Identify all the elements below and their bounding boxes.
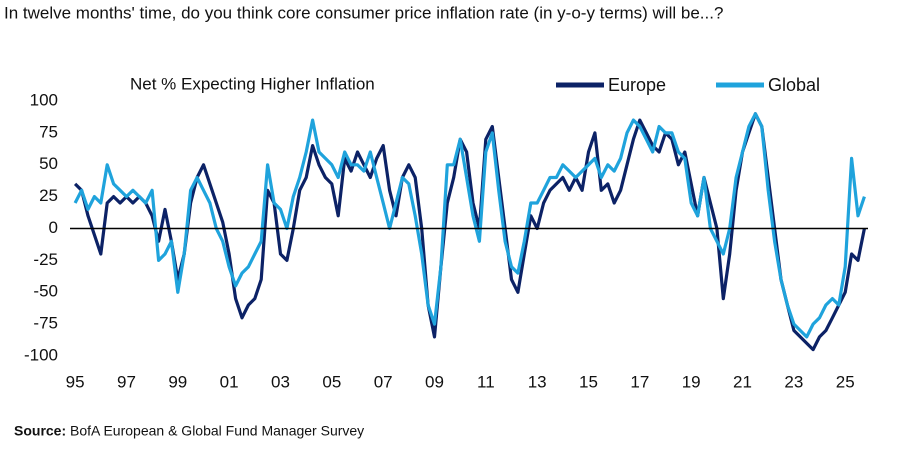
source-label: Source: [14, 423, 66, 439]
y-tick-label: -100 [24, 345, 58, 364]
x-tick-label: 05 [322, 372, 341, 391]
series-line [73, 112, 866, 352]
y-tick-label: 0 [49, 218, 58, 237]
y-tick-label: 25 [39, 186, 58, 205]
legend-label: Europe [608, 75, 666, 95]
series-line [73, 112, 866, 339]
x-tick-label: 09 [425, 372, 444, 391]
chart-subtitle: Net % Expecting Higher Inflation [130, 74, 375, 93]
x-tick-label: 97 [117, 372, 136, 391]
x-tick-label: 15 [579, 372, 598, 391]
x-tick-label: 95 [66, 372, 85, 391]
x-tick-label: 23 [784, 372, 803, 391]
x-tick-label: 99 [168, 372, 187, 391]
source-text: BofA European & Global Fund Manager Surv… [70, 423, 364, 439]
x-tick-label: 11 [477, 372, 495, 391]
y-tick-label: 75 [39, 122, 58, 141]
chart-title: In twelve months' time, do you think cor… [4, 3, 723, 22]
y-tick-label: -75 [33, 314, 58, 333]
y-tick-label: 50 [39, 154, 58, 173]
x-tick-label: 13 [528, 372, 547, 391]
x-tick-label: 17 [630, 372, 649, 391]
x-tick-label: 19 [682, 372, 701, 391]
x-tick-label: 21 [733, 372, 752, 391]
x-tick-label: 25 [836, 372, 855, 391]
legend-label: Global [768, 75, 820, 95]
y-tick-label: -25 [33, 250, 58, 269]
x-tick-label: 01 [220, 372, 239, 391]
y-tick-label: 100 [30, 90, 58, 109]
y-tick-label: -50 [33, 282, 58, 301]
x-tick-label: 07 [374, 372, 393, 391]
x-tick-label: 03 [271, 372, 290, 391]
